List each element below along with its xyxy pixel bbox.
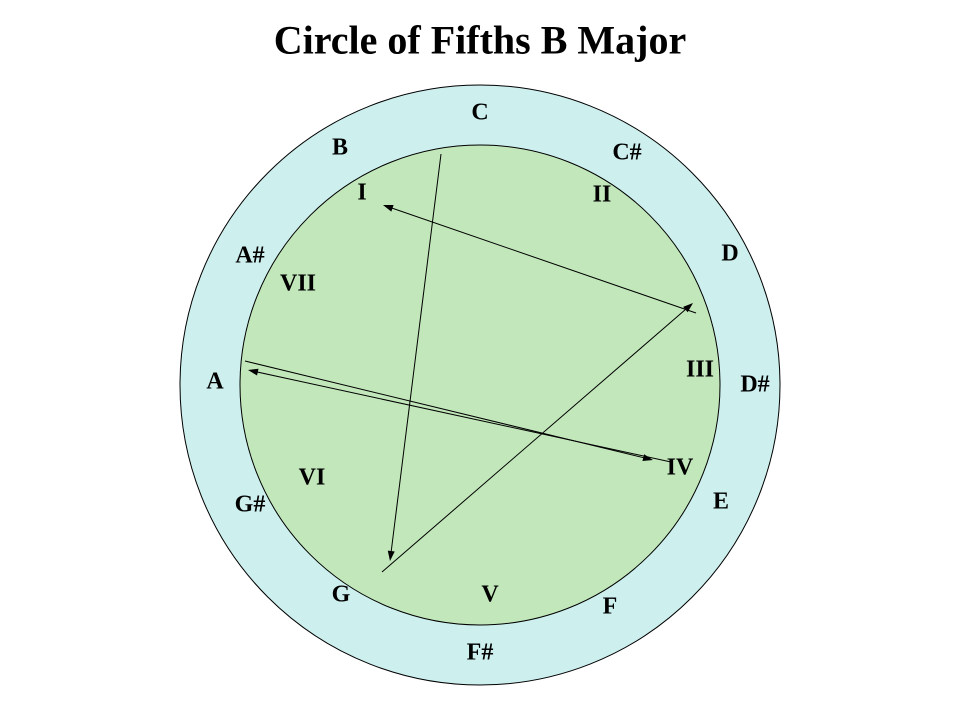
note-label-Csharp: C# [612, 140, 641, 167]
note-label-Fsharp: F# [467, 640, 494, 667]
note-label-Gsharp: G# [235, 492, 266, 519]
degree-label-IV: IV [667, 455, 694, 482]
note-label-C: C [471, 100, 488, 127]
degree-label-V: V [481, 582, 498, 609]
degree-label-II: II [593, 182, 612, 209]
note-label-F: F [603, 594, 618, 621]
note-label-B: B [332, 135, 348, 162]
degree-label-VI: VI [299, 465, 326, 492]
degree-label-VII: VII [280, 271, 316, 298]
note-label-Dsharp: D# [740, 372, 769, 399]
note-label-E: E [713, 489, 729, 516]
diagram-title: Circle of Fifths B Major [274, 17, 686, 64]
inner-circle [240, 145, 720, 625]
note-label-D: D [721, 241, 738, 268]
note-label-Asharp: A# [235, 243, 264, 270]
degree-label-III: III [686, 357, 714, 384]
degree-label-I: I [357, 180, 366, 207]
diagram-stage: Circle of Fifths B Major C C# D D# E F F# G G# A A#… [0, 0, 959, 719]
note-label-G: G [332, 582, 351, 609]
note-label-A: A [206, 369, 223, 396]
